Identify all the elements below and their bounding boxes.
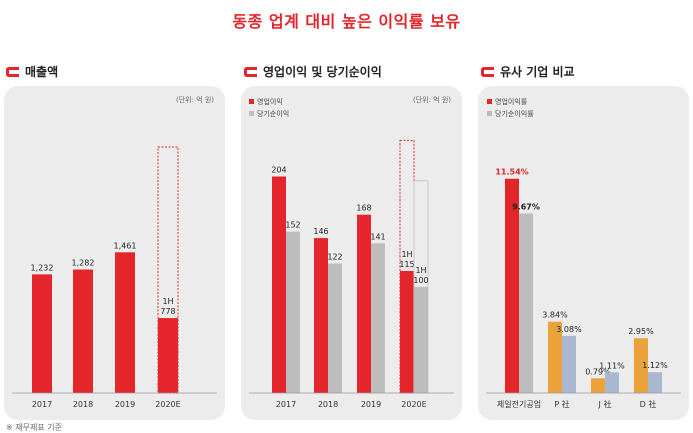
- bar-sales: [158, 318, 178, 393]
- bar-net-margin: [519, 213, 533, 393]
- bar-operating-margin: [505, 178, 519, 393]
- bar-net-margin: [562, 335, 576, 393]
- bar-sales: [32, 274, 52, 393]
- data-label: 1,282: [72, 259, 95, 268]
- data-label: 9.67%: [512, 202, 540, 211]
- section-bracket-icon: [6, 66, 19, 77]
- bar-operating-margin: [548, 321, 562, 393]
- bar-sales: [115, 252, 135, 393]
- unit-label: (단위: 억 원): [413, 95, 451, 104]
- data-label: 122: [327, 253, 342, 262]
- data-label: 11.54%: [495, 168, 528, 177]
- chart-panel-sales: (단위: 억 원) 1,232 2017 1,282 2018 1,461 2019 1H 77…: [4, 86, 225, 420]
- data-label: 778: [160, 307, 175, 316]
- data-label: 3.08%: [556, 325, 582, 334]
- section-header-peers: 유사 기업 비교: [481, 63, 575, 80]
- legend-swatch: [249, 111, 254, 116]
- bar-operating-profit: [272, 176, 286, 393]
- data-label: 1.12%: [642, 361, 668, 370]
- bar-sales: [73, 269, 93, 393]
- data-label: 1H: [162, 297, 173, 306]
- bar-net-income: [371, 243, 385, 393]
- data-label: 1.11%: [599, 361, 625, 370]
- page-title: 동종 업계 대비 높은 이익률 보유: [232, 12, 461, 31]
- x-tick-label: 2020E: [155, 400, 180, 409]
- unit-label: (단위: 억 원): [176, 95, 214, 104]
- bar-operating-profit: [400, 270, 414, 393]
- section-title: 매출액: [25, 65, 59, 79]
- bar-operating-margin: [634, 338, 648, 393]
- data-label: 141: [370, 232, 385, 241]
- data-label: 1H: [401, 250, 412, 259]
- footnote: ※ 재무제표 기준: [6, 423, 62, 432]
- legend-swatch: [487, 99, 492, 104]
- section-bracket-icon: [481, 66, 494, 77]
- bar-net-income: [328, 263, 342, 393]
- x-tick-label: P 社: [554, 399, 569, 409]
- x-tick-label: 2020E: [401, 400, 426, 409]
- bar-operating-margin: [591, 378, 605, 393]
- x-tick-label: 2019: [361, 400, 381, 409]
- x-tick-label: D 社: [640, 399, 657, 409]
- section-title: 영업이익 및 당기순이익: [263, 65, 382, 79]
- legend-label: 영업이익률: [495, 97, 528, 106]
- legend-swatch: [249, 99, 254, 104]
- x-tick-label: J 社: [598, 399, 612, 409]
- bar-net-margin: [648, 372, 662, 393]
- x-tick-label: 제일전기공업: [497, 399, 541, 409]
- bar-operating-profit: [357, 214, 371, 393]
- bar-net-income: [286, 231, 300, 393]
- section-bracket-icon: [244, 66, 257, 77]
- data-label: 168: [356, 204, 371, 213]
- data-label: 2.95%: [628, 327, 654, 336]
- legend-label: 영업이익: [257, 97, 283, 106]
- data-label: 1,232: [31, 263, 54, 272]
- bar-net-margin: [605, 372, 619, 393]
- legend-label: 당기순이익: [257, 109, 289, 118]
- data-label: 115: [399, 260, 414, 269]
- sales-chart: (단위: 억 원) 1,232 2017 1,282 2018 1,461 2019 1H77…: [12, 95, 217, 409]
- x-tick-label: 2019: [115, 400, 135, 409]
- section-header-sales: 매출액: [6, 63, 58, 80]
- x-tick-label: 2018: [318, 400, 338, 409]
- section-header-profit: 영업이익 및 당기순이익: [244, 63, 382, 80]
- data-label: 152: [285, 221, 300, 230]
- data-label: 3.84%: [542, 311, 568, 320]
- data-label: 1,461: [114, 241, 137, 250]
- data-label: 1H: [415, 266, 426, 275]
- data-label: 204: [271, 166, 286, 175]
- data-label: 146: [313, 227, 328, 236]
- bar-net-income: [414, 286, 428, 393]
- x-tick-label: 2017: [32, 400, 52, 409]
- x-tick-label: 2017: [276, 400, 296, 409]
- bar-operating-profit: [314, 238, 328, 393]
- data-label: 100: [413, 276, 428, 285]
- section-title: 유사 기업 비교: [500, 65, 575, 79]
- x-tick-label: 2018: [73, 400, 93, 409]
- legend-label: 당기순이익률: [495, 109, 534, 118]
- data-label: 0.79%: [585, 367, 611, 376]
- legend-swatch: [487, 111, 492, 116]
